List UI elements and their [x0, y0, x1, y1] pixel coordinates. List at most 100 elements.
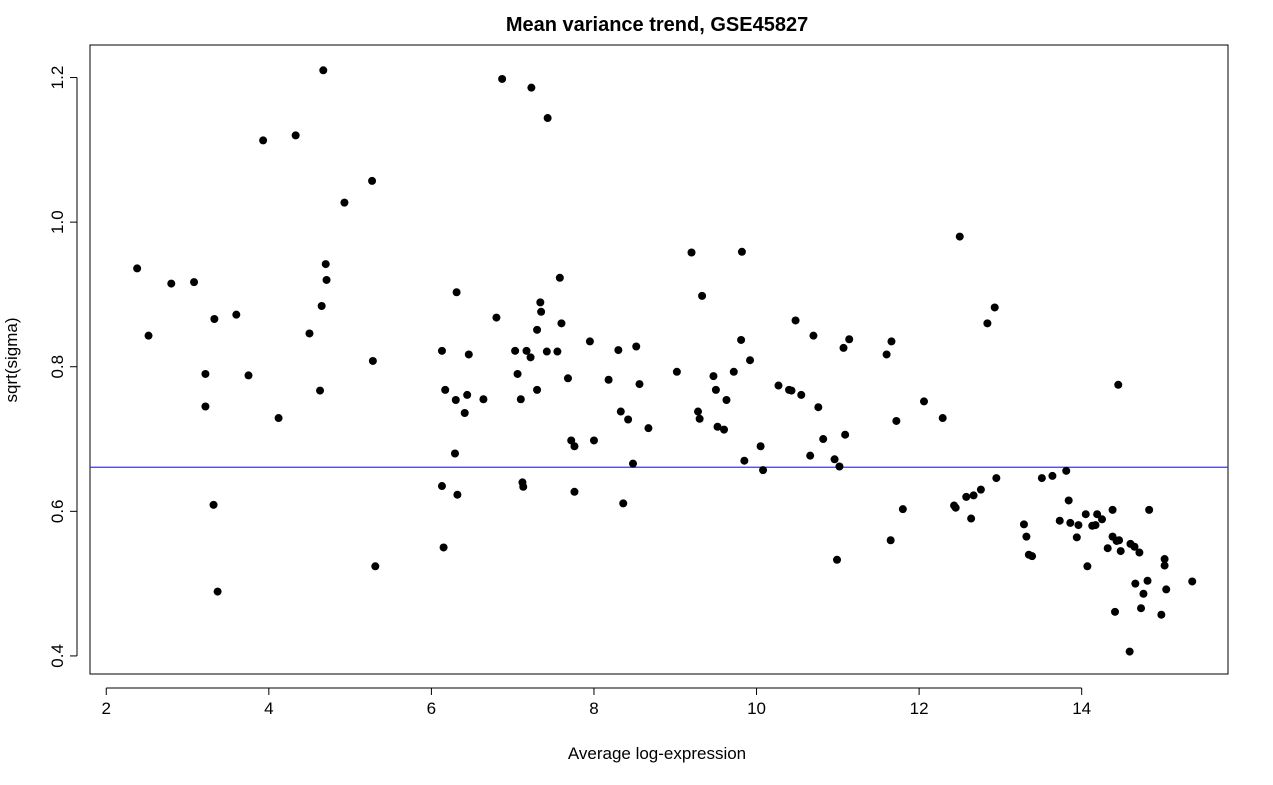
- data-point: [1055, 516, 1064, 525]
- data-point: [1072, 533, 1081, 542]
- data-point: [1135, 548, 1144, 557]
- data-point: [624, 415, 633, 424]
- data-point: [321, 260, 330, 269]
- data-point: [1103, 544, 1112, 553]
- data-point: [209, 500, 218, 509]
- data-point: [814, 403, 823, 412]
- data-point: [709, 372, 718, 381]
- data-point: [563, 374, 572, 383]
- data-point: [452, 288, 461, 297]
- data-point: [533, 385, 542, 394]
- data-point: [1115, 536, 1124, 545]
- data-point: [553, 347, 562, 356]
- data-point: [511, 346, 520, 355]
- data-point: [898, 505, 907, 514]
- data-point: [882, 350, 891, 359]
- y-tick-label: 1.0: [48, 210, 67, 234]
- data-point: [1111, 607, 1120, 616]
- data-point: [190, 278, 199, 287]
- data-point: [450, 449, 459, 458]
- data-point: [687, 248, 696, 257]
- x-tick-label: 14: [1072, 699, 1091, 718]
- data-point: [791, 316, 800, 325]
- data-point: [555, 273, 564, 282]
- data-point: [962, 492, 971, 501]
- data-point: [839, 343, 848, 352]
- data-point: [1160, 555, 1169, 564]
- data-point: [201, 369, 210, 378]
- data-point: [274, 414, 283, 423]
- data-point: [1037, 474, 1046, 483]
- data-point: [542, 347, 551, 356]
- data-point: [833, 555, 842, 564]
- data-point: [1019, 520, 1028, 529]
- data-point: [368, 356, 377, 365]
- data-point: [887, 337, 896, 346]
- data-point: [672, 367, 681, 376]
- data-point: [1048, 471, 1057, 480]
- data-point: [1157, 610, 1166, 619]
- data-point: [635, 380, 644, 389]
- x-tick-label: 4: [264, 699, 273, 718]
- data-point: [983, 319, 992, 328]
- data-point: [537, 307, 546, 316]
- data-point: [1143, 576, 1152, 585]
- data-point: [259, 136, 268, 145]
- data-point: [809, 331, 818, 340]
- data-point: [632, 342, 641, 351]
- data-point: [1074, 521, 1083, 530]
- data-point: [992, 474, 1001, 483]
- chart-title: Mean variance trend, GSE45827: [506, 14, 808, 36]
- y-axis: 0.4 0.6 0.8 1.0 1.2: [48, 66, 78, 668]
- data-point: [522, 346, 531, 355]
- y-tick-label: 1.2: [48, 66, 67, 90]
- data-point: [729, 367, 738, 376]
- data-point: [694, 407, 703, 416]
- data-point: [305, 329, 314, 338]
- data-point: [722, 395, 731, 404]
- data-point: [713, 422, 722, 431]
- data-point: [644, 424, 653, 433]
- data-point: [695, 414, 704, 423]
- data-point: [527, 83, 536, 92]
- data-point: [1064, 496, 1073, 505]
- data-point: [533, 325, 542, 334]
- data-point: [1114, 380, 1123, 389]
- data-point: [322, 275, 331, 284]
- data-point: [1108, 505, 1117, 514]
- data-point: [969, 491, 978, 500]
- data-point: [746, 356, 755, 365]
- data-point: [167, 279, 176, 288]
- data-point: [1139, 589, 1148, 598]
- data-point: [1145, 505, 1154, 514]
- data-point: [604, 375, 613, 384]
- data-point: [451, 395, 460, 404]
- data-point: [464, 350, 473, 359]
- data-point: [892, 416, 901, 425]
- data-point: [1091, 521, 1100, 530]
- data-point: [519, 482, 528, 491]
- data-point: [1028, 552, 1037, 561]
- data-point: [437, 482, 446, 491]
- data-point: [319, 66, 328, 75]
- x-tick-label: 8: [589, 699, 598, 718]
- data-point: [1081, 510, 1090, 519]
- data-point: [806, 451, 815, 460]
- data-point: [955, 232, 964, 241]
- data-point: [498, 74, 507, 83]
- data-point: [1066, 518, 1075, 527]
- data-point: [886, 536, 895, 545]
- data-point: [1137, 604, 1146, 613]
- data-point: [316, 386, 325, 395]
- y-tick-label: 0.4: [48, 644, 67, 668]
- data-point: [698, 291, 707, 300]
- data-point: [1188, 577, 1197, 586]
- data-point: [841, 430, 850, 439]
- data-point: [628, 459, 637, 468]
- data-point: [819, 435, 828, 444]
- data-point: [492, 313, 501, 322]
- data-point: [232, 310, 241, 319]
- data-point: [557, 319, 566, 328]
- data-point: [585, 337, 594, 346]
